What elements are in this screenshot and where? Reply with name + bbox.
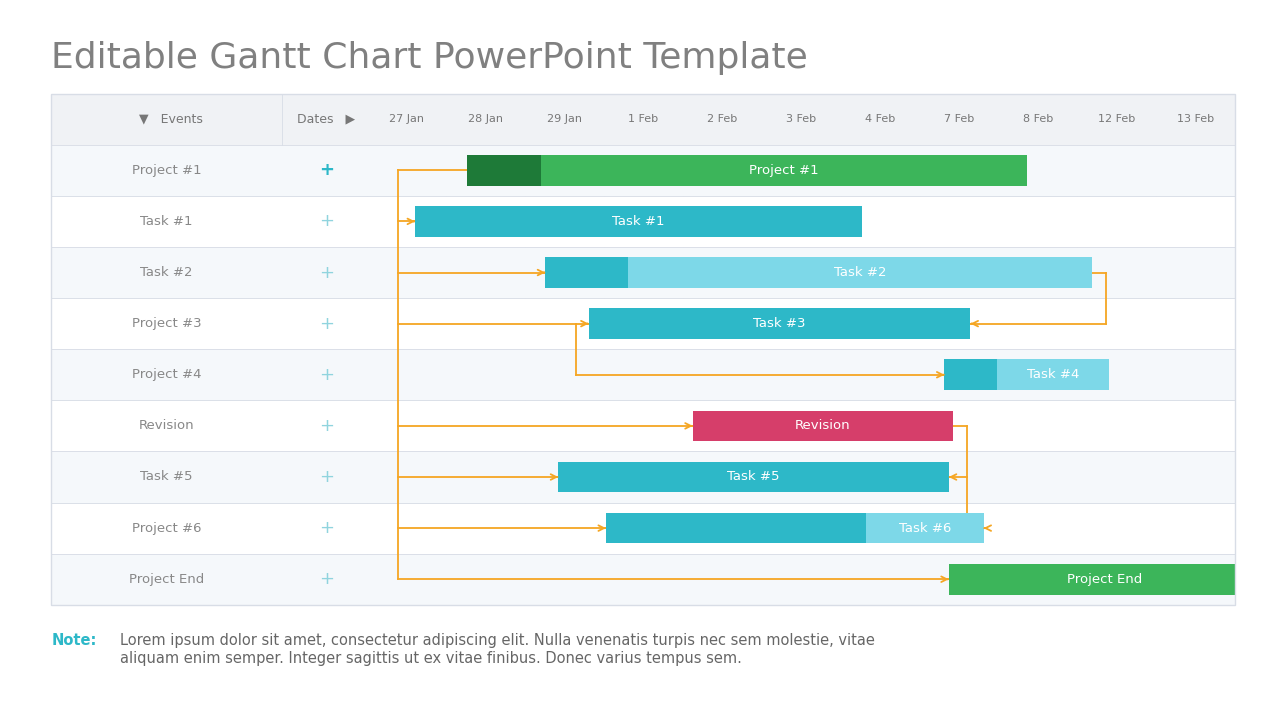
Text: Dates   ▶: Dates ▶: [297, 112, 356, 126]
Bar: [51, 554, 1235, 605]
Bar: [867, 513, 983, 544]
Bar: [997, 359, 1110, 390]
Text: Editable Gantt Chart PowerPoint Template: Editable Gantt Chart PowerPoint Template: [51, 40, 808, 75]
Text: Task #1: Task #1: [612, 215, 664, 228]
Bar: [51, 400, 1235, 451]
Text: Task #5: Task #5: [727, 470, 780, 484]
Bar: [51, 247, 1235, 298]
Bar: [51, 349, 1235, 400]
Text: Task #4: Task #4: [1027, 368, 1079, 382]
Text: 3 Feb: 3 Feb: [786, 114, 817, 124]
Text: Lorem ipsum dolor sit amet, consectetur adipiscing elit. Nulla venenatis turpis : Lorem ipsum dolor sit amet, consectetur …: [119, 634, 874, 665]
Text: Project #4: Project #4: [132, 368, 201, 382]
Text: +: +: [319, 366, 334, 384]
Text: 27 Jan: 27 Jan: [389, 114, 424, 124]
Text: +: +: [319, 468, 334, 486]
Text: Task #1: Task #1: [141, 215, 193, 228]
Text: +: +: [319, 161, 334, 179]
Bar: [605, 513, 867, 544]
Text: Project #1: Project #1: [749, 163, 819, 177]
Bar: [51, 503, 1235, 554]
Bar: [692, 410, 954, 441]
Bar: [948, 564, 1261, 595]
Text: +: +: [319, 212, 334, 230]
Text: Project #3: Project #3: [132, 317, 201, 330]
Text: 1 Feb: 1 Feb: [628, 114, 658, 124]
Text: Task #3: Task #3: [754, 317, 806, 330]
Text: 8 Feb: 8 Feb: [1023, 114, 1053, 124]
Text: Task #2: Task #2: [141, 266, 193, 279]
Bar: [558, 462, 948, 492]
Text: +: +: [319, 315, 334, 333]
Text: 7 Feb: 7 Feb: [943, 114, 974, 124]
Text: Revision: Revision: [795, 419, 851, 433]
Bar: [415, 206, 861, 237]
Bar: [51, 451, 1235, 503]
Text: +: +: [319, 264, 334, 282]
Text: Task #2: Task #2: [833, 266, 886, 279]
Bar: [51, 145, 1235, 196]
Text: Project #6: Project #6: [132, 521, 201, 535]
Text: Task #6: Task #6: [899, 521, 951, 535]
Bar: [541, 155, 1027, 186]
Text: Task #5: Task #5: [141, 470, 193, 484]
Text: Revision: Revision: [138, 419, 195, 433]
Bar: [589, 308, 970, 339]
Bar: [467, 155, 541, 186]
Text: 28 Jan: 28 Jan: [468, 114, 503, 124]
Text: ▼   Events: ▼ Events: [140, 112, 202, 126]
Text: +: +: [319, 417, 334, 435]
Text: Project End: Project End: [129, 572, 205, 586]
Text: 13 Feb: 13 Feb: [1178, 114, 1215, 124]
Text: 2 Feb: 2 Feb: [708, 114, 737, 124]
Text: 4 Feb: 4 Feb: [865, 114, 895, 124]
Bar: [51, 94, 1235, 145]
Text: Note:: Note:: [51, 634, 96, 648]
Bar: [945, 359, 997, 390]
Bar: [627, 257, 1092, 288]
Text: 12 Feb: 12 Feb: [1098, 114, 1135, 124]
Bar: [51, 298, 1235, 349]
Text: +: +: [319, 570, 334, 588]
Bar: [51, 196, 1235, 247]
Text: +: +: [319, 519, 334, 537]
Bar: [545, 257, 627, 288]
Text: Project #1: Project #1: [132, 163, 201, 177]
Text: 29 Jan: 29 Jan: [547, 114, 582, 124]
Text: Project End: Project End: [1068, 572, 1143, 586]
